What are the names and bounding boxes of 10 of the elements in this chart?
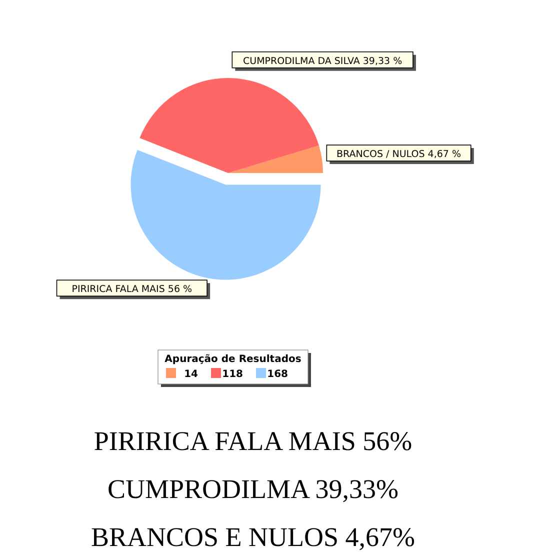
data-label: CUMPRODILMA DA SILVA 39,33 % xyxy=(243,56,402,67)
text: CUMPRODILMA 39,33% xyxy=(107,474,399,504)
text: PIRIRICA FALA MAIS 56% xyxy=(94,426,412,456)
legend-title: Apuração de Resultados xyxy=(164,354,302,365)
legend-label: 168 xyxy=(267,369,288,380)
data-label: PIRIRICA FALA MAIS 56 % xyxy=(72,284,192,296)
data-label: BRANCOS / NULOS 4,67 % xyxy=(336,149,462,160)
text: BRANCOS E NULOS 4,67% xyxy=(90,522,416,552)
legend-label: 14 xyxy=(184,369,198,380)
legend-label: 118 xyxy=(222,369,244,380)
